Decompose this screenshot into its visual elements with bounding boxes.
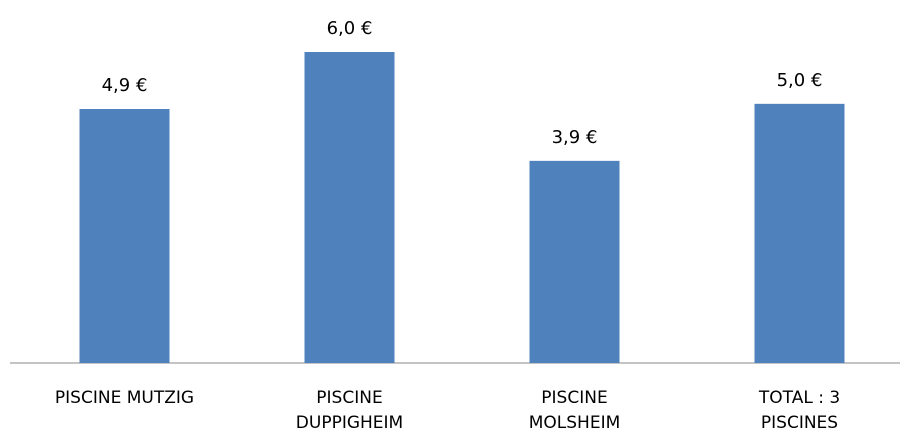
x-tick-label: TOTAL : 3 PISCINES xyxy=(758,388,841,433)
bar xyxy=(304,52,395,363)
bar xyxy=(79,109,170,364)
bar xyxy=(754,103,845,363)
data-label: 3,9 € xyxy=(552,127,598,148)
bar xyxy=(529,160,620,363)
data-label: 6,0 € xyxy=(327,18,373,39)
x-tick-label: PISCINE MOLSHEIM xyxy=(528,388,621,433)
data-label: 4,9 € xyxy=(102,75,148,96)
data-label: 5,0 € xyxy=(777,70,823,91)
x-tick-label: PISCINE MUTZIG xyxy=(54,388,195,408)
x-tick-label: PISCINE DUPPIGHEIM xyxy=(295,388,404,433)
